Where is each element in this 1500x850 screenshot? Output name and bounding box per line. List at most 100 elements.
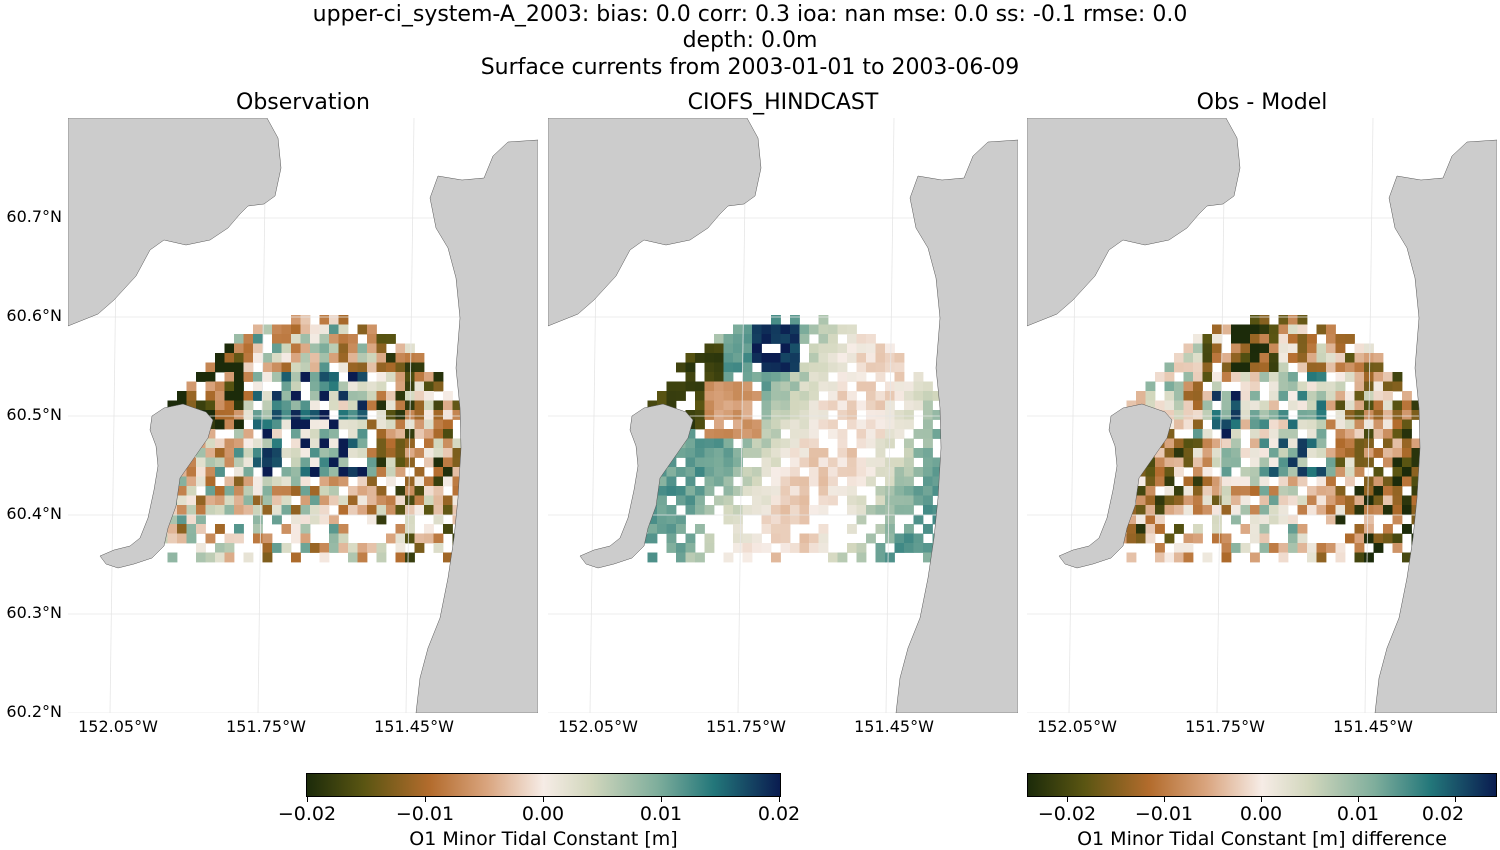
heatmap-cell: [809, 467, 819, 477]
heatmap-cell: [714, 353, 724, 363]
heatmap-cell: [329, 353, 339, 363]
heatmap-cell: [1278, 429, 1289, 439]
heatmap-cell: [1183, 372, 1194, 382]
heatmap-cell: [695, 467, 705, 477]
heatmap-cell: [742, 410, 753, 420]
heatmap-cell: [281, 362, 292, 373]
heatmap-cell: [186, 381, 197, 392]
heatmap-cell: [695, 391, 705, 401]
heatmap-cell: [1316, 362, 1327, 373]
heatmap-cell: [676, 362, 686, 373]
heatmap-cell: [1307, 543, 1317, 553]
heatmap-cell: [685, 552, 696, 563]
heatmap-cell: [272, 334, 282, 344]
heatmap-cell: [291, 362, 301, 373]
heatmap-cell: [1297, 524, 1308, 534]
heatmap-cell: [395, 457, 406, 468]
heatmap-cell: [752, 505, 762, 515]
heatmap-cell: [1392, 457, 1403, 468]
heatmap-cell: [1221, 400, 1232, 411]
heatmap-cell: [281, 543, 292, 553]
heatmap-cell: [319, 362, 330, 373]
heatmap-cell: [723, 410, 734, 420]
heatmap-cell: [281, 334, 292, 344]
heatmap-cell: [1335, 362, 1346, 373]
heatmap-cell: [837, 552, 848, 563]
heatmap-cell: [828, 400, 838, 411]
heatmap-cell: [1316, 381, 1327, 392]
heatmap-cell: [234, 419, 244, 430]
colorbar-2-tickmark: [1261, 797, 1262, 802]
heatmap-cell: [253, 419, 263, 430]
heatmap-cell: [1174, 438, 1184, 449]
heatmap-cell: [704, 476, 715, 487]
heatmap-cell: [376, 514, 387, 525]
heatmap-cell: [894, 486, 905, 496]
heatmap-cell: [1183, 476, 1194, 487]
heatmap-cell: [272, 505, 282, 515]
heatmap-cell: [1174, 381, 1184, 392]
heatmap-cell: [818, 467, 829, 477]
heatmap-cell: [695, 448, 705, 458]
heatmap-cell: [1231, 391, 1241, 401]
heatmap-cell: [1250, 362, 1260, 373]
heatmap-cell: [291, 334, 301, 344]
heatmap-cell: [310, 419, 320, 430]
heatmap-cell: [1250, 400, 1260, 411]
heatmap-cell: [733, 343, 743, 354]
heatmap-cell: [319, 324, 330, 335]
heatmap-cell: [1221, 372, 1232, 382]
heatmap-cell: [357, 381, 368, 392]
heatmap-cell: [799, 476, 810, 487]
heatmap-cell: [1297, 505, 1308, 515]
heatmap-cell: [253, 372, 263, 382]
heatmap-cell: [433, 505, 444, 515]
heatmap-cell: [1259, 419, 1270, 430]
heatmap-cell: [1354, 448, 1365, 458]
heatmap-cell: [761, 486, 772, 496]
heatmap-cell: [395, 524, 406, 534]
heatmap-cell: [1316, 495, 1327, 506]
heatmap-cell: [1392, 438, 1403, 449]
heatmap-cell: [742, 400, 753, 411]
heatmap-cell: [1307, 353, 1317, 363]
heatmap-cell: [443, 429, 453, 439]
heatmap-cell: [224, 353, 235, 363]
heatmap-cell: [1231, 543, 1241, 553]
heatmap-cell: [913, 543, 924, 553]
heatmap-cell: [761, 438, 772, 449]
heatmap-cell: [1335, 334, 1346, 344]
heatmap-cell: [1297, 410, 1308, 420]
heatmap-cell: [1307, 486, 1317, 496]
heatmap-cell: [291, 353, 301, 363]
heatmap-cell: [1411, 476, 1422, 487]
heatmap-cell: [1240, 495, 1251, 506]
heatmap-cell: [818, 362, 829, 373]
heatmap-cell: [262, 486, 273, 496]
heatmap-cell: [1269, 334, 1279, 344]
heatmap-cell: [1164, 552, 1175, 563]
heatmap-cell: [281, 381, 292, 392]
heatmap-cell: [685, 410, 696, 420]
heatmap-cell: [215, 353, 225, 363]
heatmap-cell: [695, 486, 705, 496]
heatmap-cell: [1155, 543, 1165, 553]
heatmap-cell: [262, 552, 273, 563]
heatmap-cell: [414, 400, 425, 411]
heatmap-cell: [357, 362, 368, 373]
heatmap-cell: [1383, 505, 1393, 515]
heatmap-cell: [281, 400, 292, 411]
heatmap-cell: [1307, 391, 1317, 401]
colorbar-2-tickmark: [1455, 797, 1456, 802]
heatmap-cell: [714, 400, 724, 411]
heatmap-cell: [780, 486, 791, 496]
heatmap-cell: [1297, 324, 1308, 335]
heatmap-cell: [1174, 419, 1184, 430]
heatmap-cell: [1278, 315, 1289, 325]
heatmap-cell: [329, 476, 339, 487]
heatmap-cell: [319, 543, 330, 553]
heatmap-cell: [1202, 391, 1213, 401]
heatmap-cell: [452, 467, 463, 477]
heatmap-cell: [780, 514, 791, 525]
heatmap-cell: [367, 334, 377, 344]
